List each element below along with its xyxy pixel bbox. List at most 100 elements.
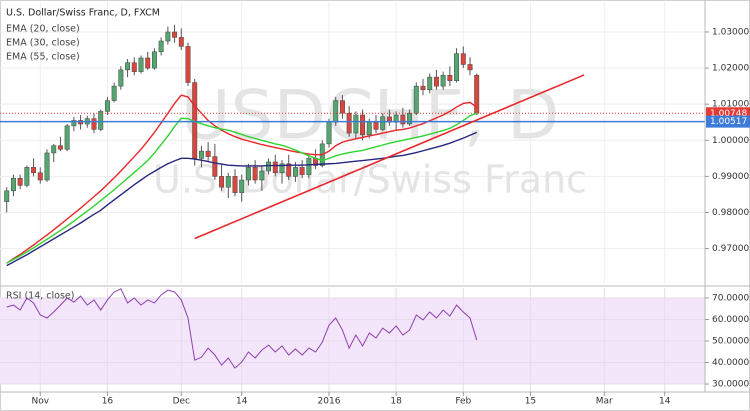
candle-body: [326, 121, 332, 145]
legend-entry: EMA (30, close): [6, 38, 80, 49]
candle-body: [232, 176, 238, 193]
axes: 0.97000 0.98000 0.99000 1.00000 1.01000 1.020…: [31, 27, 750, 407]
candle-body: [286, 163, 292, 177]
y-tick-label: 0.99000: [712, 172, 749, 182]
candle-body: [71, 120, 77, 127]
candle-body: [165, 31, 171, 42]
candle-body: [225, 176, 231, 188]
x-tick-label: 15: [525, 397, 536, 407]
candle-body: [131, 62, 137, 72]
candle-body: [447, 75, 453, 81]
candle-body: [400, 114, 406, 125]
candle-body: [292, 167, 298, 177]
candle-body: [360, 114, 366, 136]
candle-body: [373, 121, 379, 130]
candle-body: [239, 179, 245, 193]
candle-body: [37, 172, 43, 181]
candle-body: [474, 75, 480, 114]
ema-line: [6, 94, 478, 264]
candle-body: [51, 145, 57, 154]
candle-body: [427, 76, 433, 90]
candle-body: [433, 76, 439, 87]
candle-body: [346, 112, 352, 134]
x-tick-label: 18: [390, 397, 402, 407]
price-box-label: 1.00748: [710, 109, 747, 119]
x-tick-label: 2016: [318, 397, 341, 407]
x-tick-label: 14: [236, 397, 248, 407]
candle-body: [138, 57, 144, 72]
candle-body: [413, 85, 419, 114]
candle-body: [219, 176, 225, 188]
candle-body: [440, 75, 446, 87]
ema-line: [6, 131, 477, 267]
candle-body: [151, 51, 157, 69]
candle-body: [272, 161, 278, 174]
y-tick-label: 1.03000: [712, 27, 749, 37]
candle-body: [245, 167, 251, 181]
ema-line: [6, 112, 477, 264]
candle-body: [205, 150, 211, 157]
candle-body: [339, 100, 345, 114]
candle-body: [10, 177, 16, 192]
candle-body: [407, 112, 413, 125]
y-tick-label: 60.0000: [712, 315, 749, 325]
candle-body: [57, 145, 63, 150]
y-tick-label: 50.0000: [712, 337, 749, 347]
x-tick-label: Feb: [455, 397, 471, 407]
candle-body: [172, 31, 178, 38]
y-tick-label: 1.00000: [712, 136, 749, 146]
candle-body: [118, 69, 124, 87]
x-tick-label: Mar: [596, 397, 613, 407]
candle-body: [64, 125, 70, 150]
candle-body: [366, 121, 372, 136]
candle-body: [454, 53, 460, 81]
rsi-title: RSI (14, close): [6, 291, 74, 302]
candle-body: [111, 85, 117, 101]
candle-body: [91, 118, 97, 130]
candle-body: [420, 85, 426, 90]
candle-body: [44, 152, 50, 181]
price-box-label: 1.00517: [710, 117, 747, 127]
candle-body: [17, 177, 23, 186]
candle-body: [252, 167, 258, 181]
candle-body: [279, 163, 285, 174]
candle-body: [198, 150, 204, 159]
candle-body: [98, 111, 104, 130]
y-tick-label: 0.98000: [712, 208, 749, 218]
y-tick-label: 70.0000: [712, 294, 749, 304]
candle-body: [460, 53, 466, 65]
y-tick-label: 30.0000: [712, 380, 749, 390]
candle-body: [212, 156, 218, 177]
y-tick-label: 1.02000: [712, 64, 749, 74]
candle-body: [125, 62, 131, 71]
price-box: [706, 115, 750, 128]
candle-body: [185, 46, 191, 83]
candle-body: [380, 116, 386, 130]
candle-body: [4, 190, 10, 202]
legend-entry: EMA (55, close): [6, 52, 80, 63]
watermark: USDCHF, DU.S. Dollar/Swiss Franc: [153, 77, 587, 202]
trendline: [194, 74, 585, 240]
x-tick-label: 16: [102, 397, 114, 407]
plot: [0, 24, 705, 369]
x-tick-label: Dec: [173, 397, 190, 407]
y-tick-label: 1.01000: [712, 100, 749, 110]
candle-body: [145, 57, 151, 69]
watermark-symbol: USDCHF, D: [181, 77, 560, 156]
candle-body: [353, 114, 359, 134]
candle-body: [24, 167, 30, 186]
candle-body: [306, 158, 312, 175]
chart-title: U.S. Dollar/Swiss Franc, D, FXCM: [6, 8, 160, 19]
candle-body: [259, 170, 265, 181]
x-tick-label: Nov: [31, 397, 49, 407]
candle-body: [467, 64, 473, 71]
candle-body: [333, 100, 339, 123]
x-tick-label: 14: [659, 397, 671, 407]
candle-body: [158, 40, 164, 53]
y-tick-label: 40.0000: [712, 358, 749, 368]
rsi-line: [6, 288, 478, 369]
candle-body: [31, 167, 37, 174]
candle-body: [266, 161, 272, 172]
candle-body: [299, 167, 305, 175]
